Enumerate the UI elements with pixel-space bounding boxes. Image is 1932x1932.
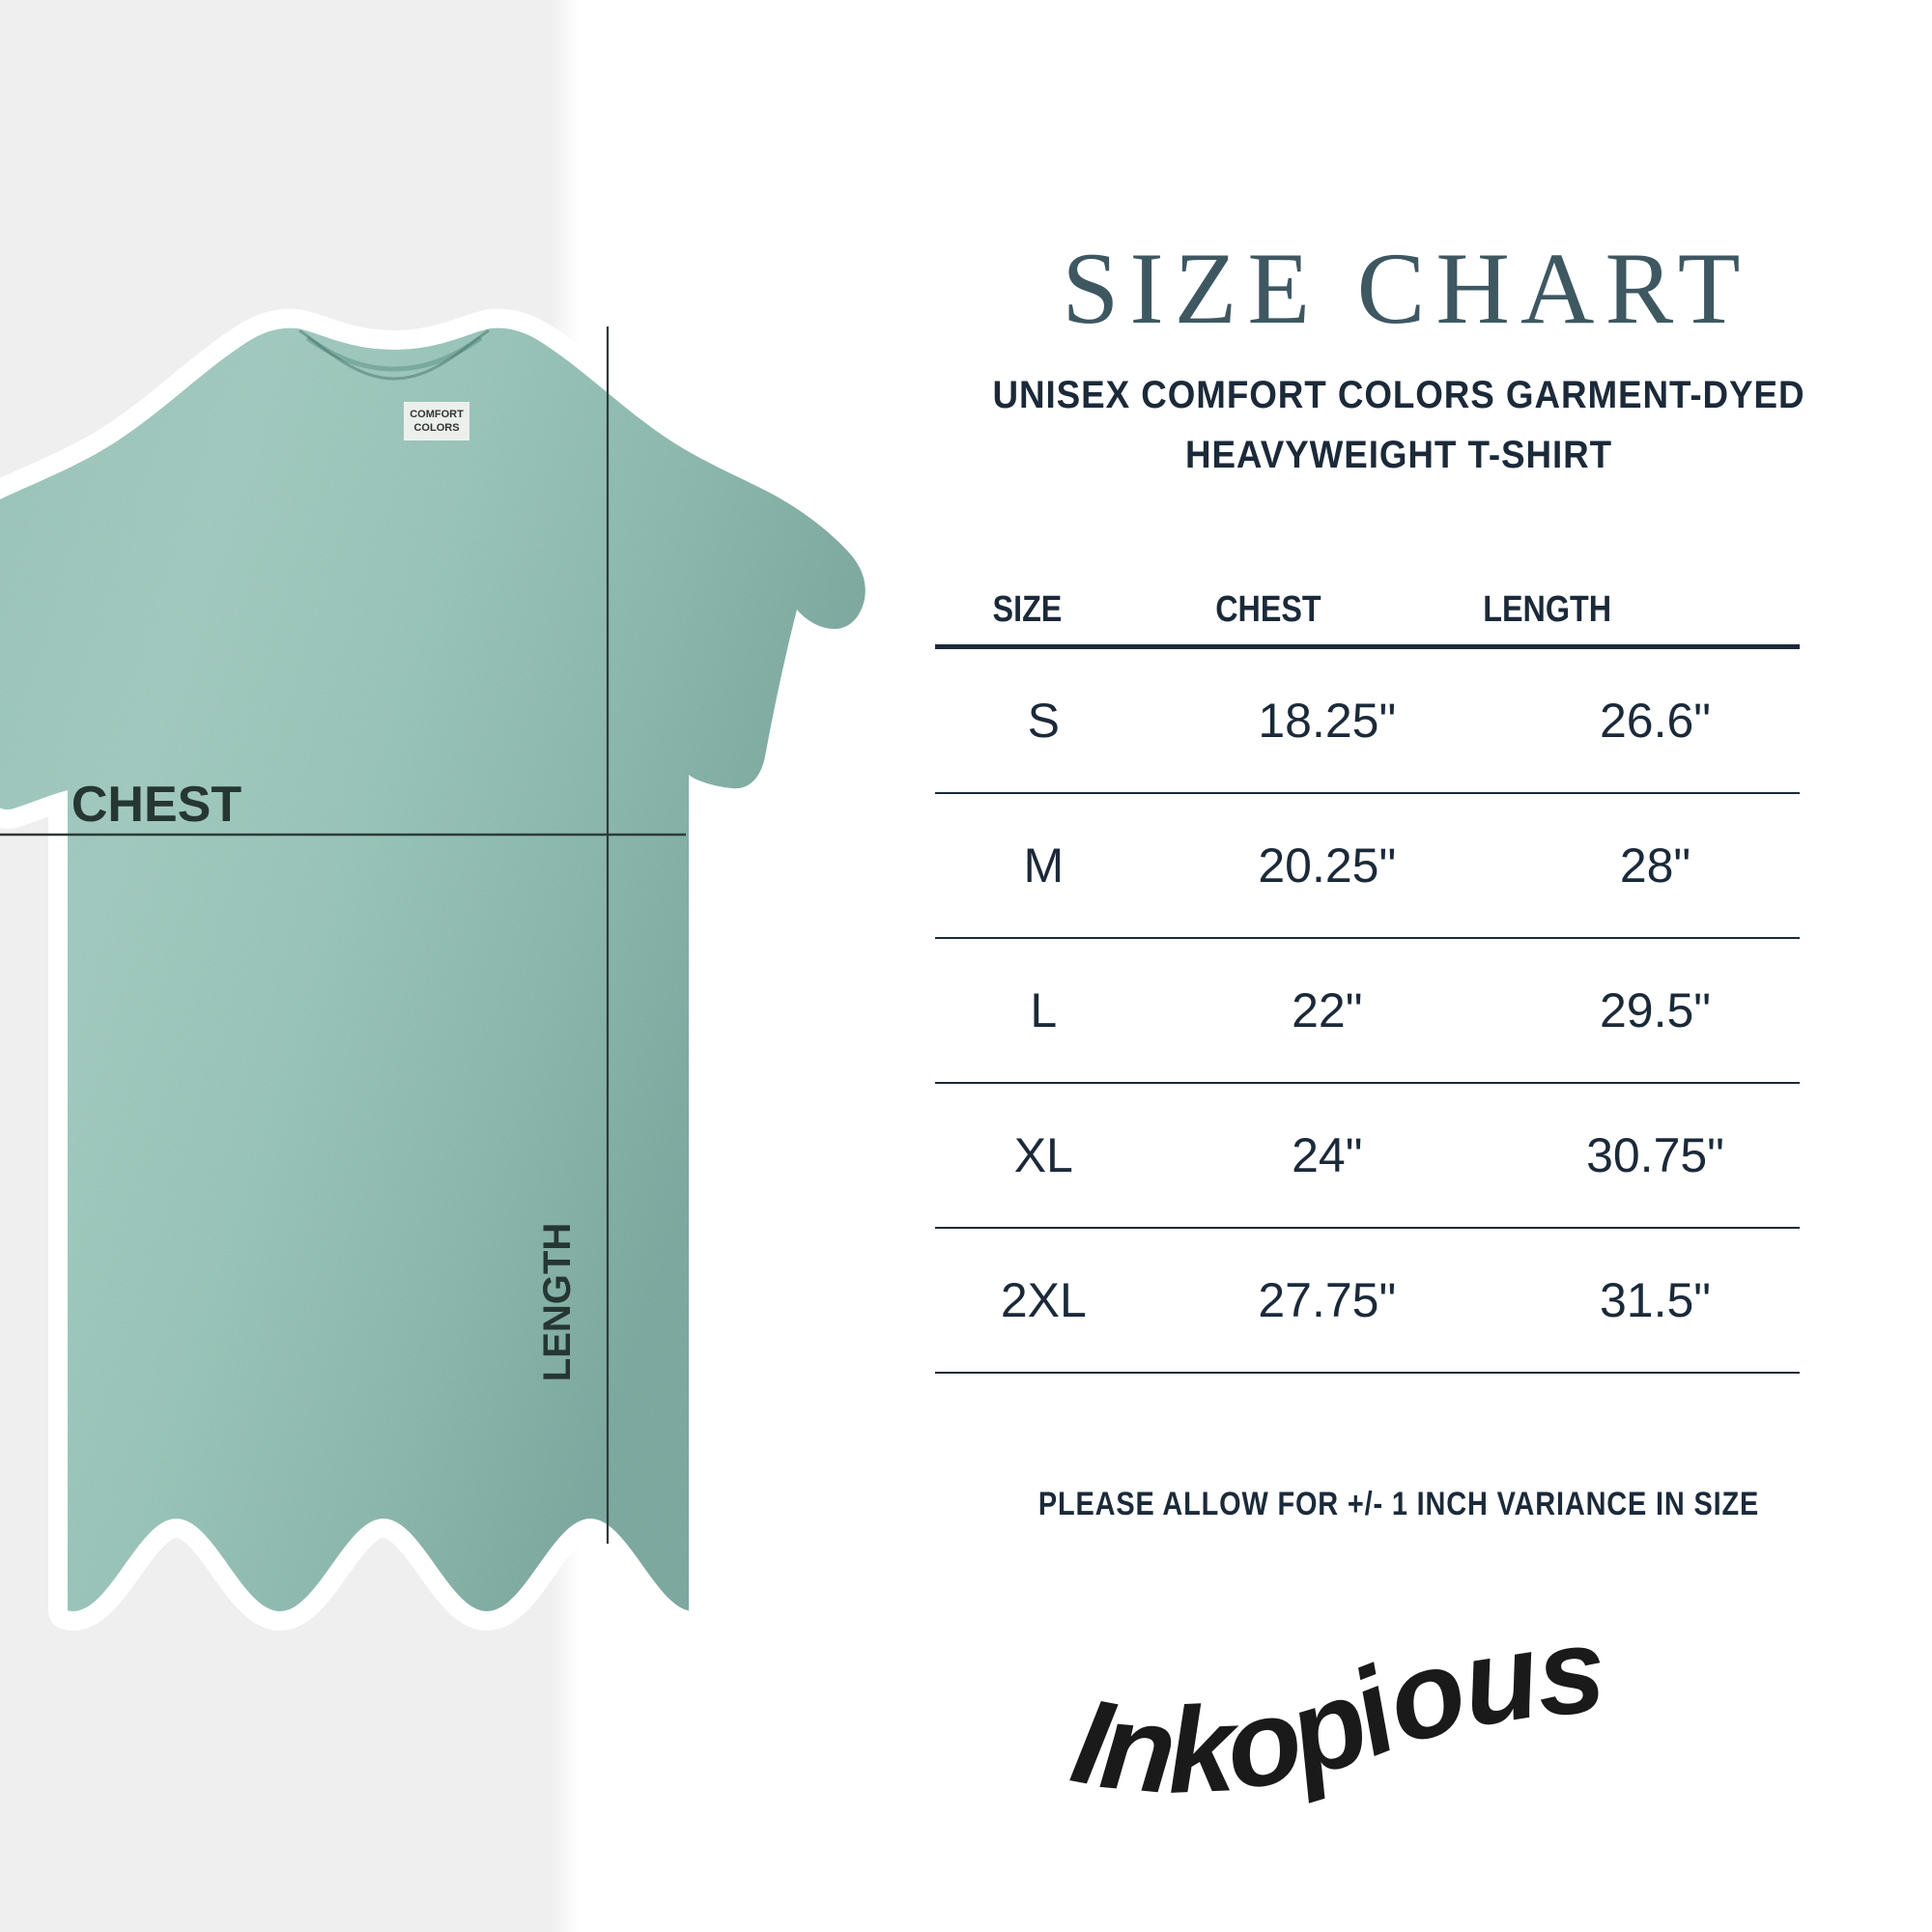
svg-text:LENGTH: LENGTH (536, 1223, 579, 1381)
svg-text:COLORS: COLORS (413, 422, 459, 434)
svg-text:Inkopious: Inkopious (1063, 1613, 1607, 1819)
svg-text:CHEST: CHEST (71, 777, 242, 833)
svg-text:COMFORT: COMFORT (410, 409, 464, 420)
